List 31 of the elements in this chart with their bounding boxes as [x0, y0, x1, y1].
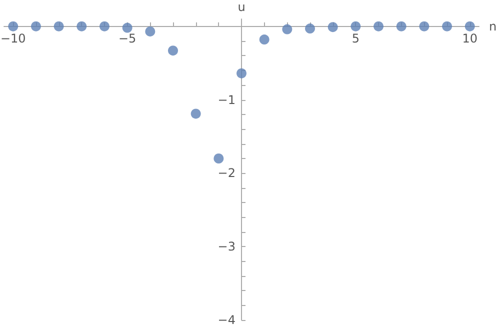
point: [259, 34, 270, 45]
point: [282, 24, 292, 34]
point: [464, 21, 475, 32]
x-axis-title: n: [489, 19, 497, 34]
y-tick-label: −2: [218, 166, 236, 180]
point: [54, 21, 64, 32]
point: [122, 22, 132, 33]
x-tick-label: 5: [352, 31, 360, 46]
y-axis-title: u: [238, 0, 246, 14]
point: [99, 21, 110, 32]
point: [374, 21, 384, 32]
point: [442, 21, 452, 32]
point: [8, 21, 18, 32]
point: [236, 68, 246, 78]
x-tick-label: −5: [118, 31, 136, 46]
point: [168, 46, 178, 56]
y-tick-label: −1: [218, 92, 236, 107]
point: [214, 153, 224, 164]
y-tick-label: −4: [218, 313, 236, 327]
point: [30, 21, 41, 32]
point: [145, 26, 156, 36]
y-tick-label: −3: [218, 240, 236, 254]
point: [190, 108, 201, 119]
point: [76, 21, 87, 32]
point: [419, 21, 430, 32]
point: [396, 21, 406, 32]
point: [305, 24, 316, 34]
point: [350, 21, 361, 32]
point: [328, 22, 338, 32]
x-tick-label: −10: [0, 31, 26, 46]
x-tick-label: 10: [462, 31, 478, 46]
